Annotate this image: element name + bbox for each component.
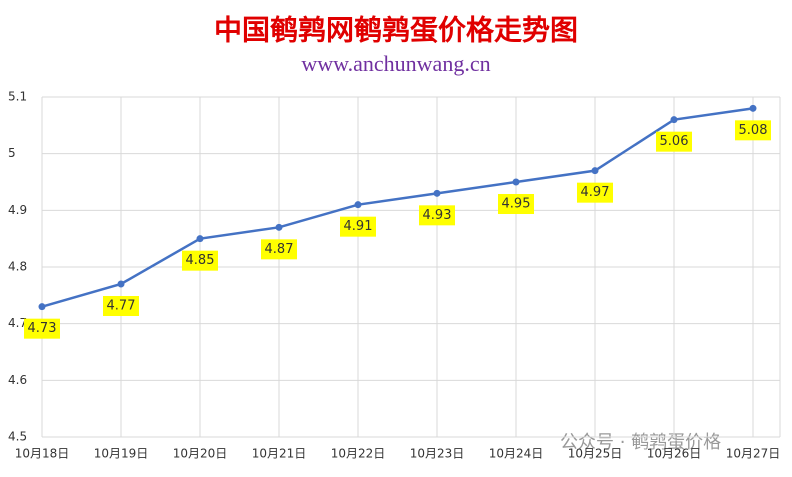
x-tick-label: 10月27日 <box>726 447 781 461</box>
label-bg <box>340 216 376 237</box>
y-tick-label: 5 <box>8 146 16 160</box>
line <box>41 107 754 308</box>
x-tick-label: 10月21日 <box>252 447 307 461</box>
point <box>354 201 362 209</box>
point <box>749 104 757 112</box>
data-label: 4.85 <box>186 253 215 268</box>
data-label: 5.08 <box>739 123 768 138</box>
y-tick-label: 4.8 <box>8 260 27 274</box>
y-tick-label: 4.7 <box>8 316 27 330</box>
point <box>512 178 520 186</box>
point <box>38 303 46 311</box>
x-tick-label: 10月23日 <box>410 447 465 461</box>
label-bg <box>103 296 139 316</box>
x-tick-label: 10月24日 <box>489 447 544 461</box>
x-tick-label: 10月20日 <box>173 447 228 461</box>
point <box>117 280 125 288</box>
x-tick-label: 10月18日 <box>15 447 70 461</box>
x-tick-label: 10月19日 <box>94 447 149 461</box>
point <box>591 167 599 175</box>
data-label: 4.95 <box>502 197 531 212</box>
label-bg <box>419 205 455 226</box>
data-label: 4.73 <box>28 321 57 336</box>
data-label: 4.97 <box>581 185 610 200</box>
label-bg <box>656 131 692 152</box>
point <box>275 223 283 231</box>
label-bg <box>735 120 771 141</box>
point <box>433 189 441 197</box>
y-tick-label: 4.6 <box>8 373 27 387</box>
x-tick-label: 10月25日 <box>568 447 623 461</box>
data-label: 4.91 <box>344 219 373 234</box>
x-tick-label: 10月22日 <box>331 447 386 461</box>
label-bg <box>24 318 60 339</box>
x-tick-label: 10月26日 <box>647 447 702 461</box>
chart-subtitle: www.anchunwang.cn <box>301 51 490 76</box>
data-label: 4.77 <box>107 299 136 314</box>
data-label: 4.93 <box>423 208 452 223</box>
y-tick-label: 4.5 <box>8 430 27 444</box>
data-label: 5.06 <box>660 134 689 149</box>
label-bg <box>182 250 218 271</box>
label-bg <box>261 239 297 260</box>
y-tick-label: 4.9 <box>8 203 27 217</box>
label-bg <box>498 194 534 214</box>
y-tick-label: 5.1 <box>8 90 27 104</box>
point <box>670 116 678 124</box>
point <box>196 235 204 243</box>
chart-title: 中国鹌鹑网鹌鹑蛋价格走势图 <box>214 14 578 47</box>
label-bg <box>577 182 613 203</box>
data-label: 4.87 <box>265 242 294 257</box>
